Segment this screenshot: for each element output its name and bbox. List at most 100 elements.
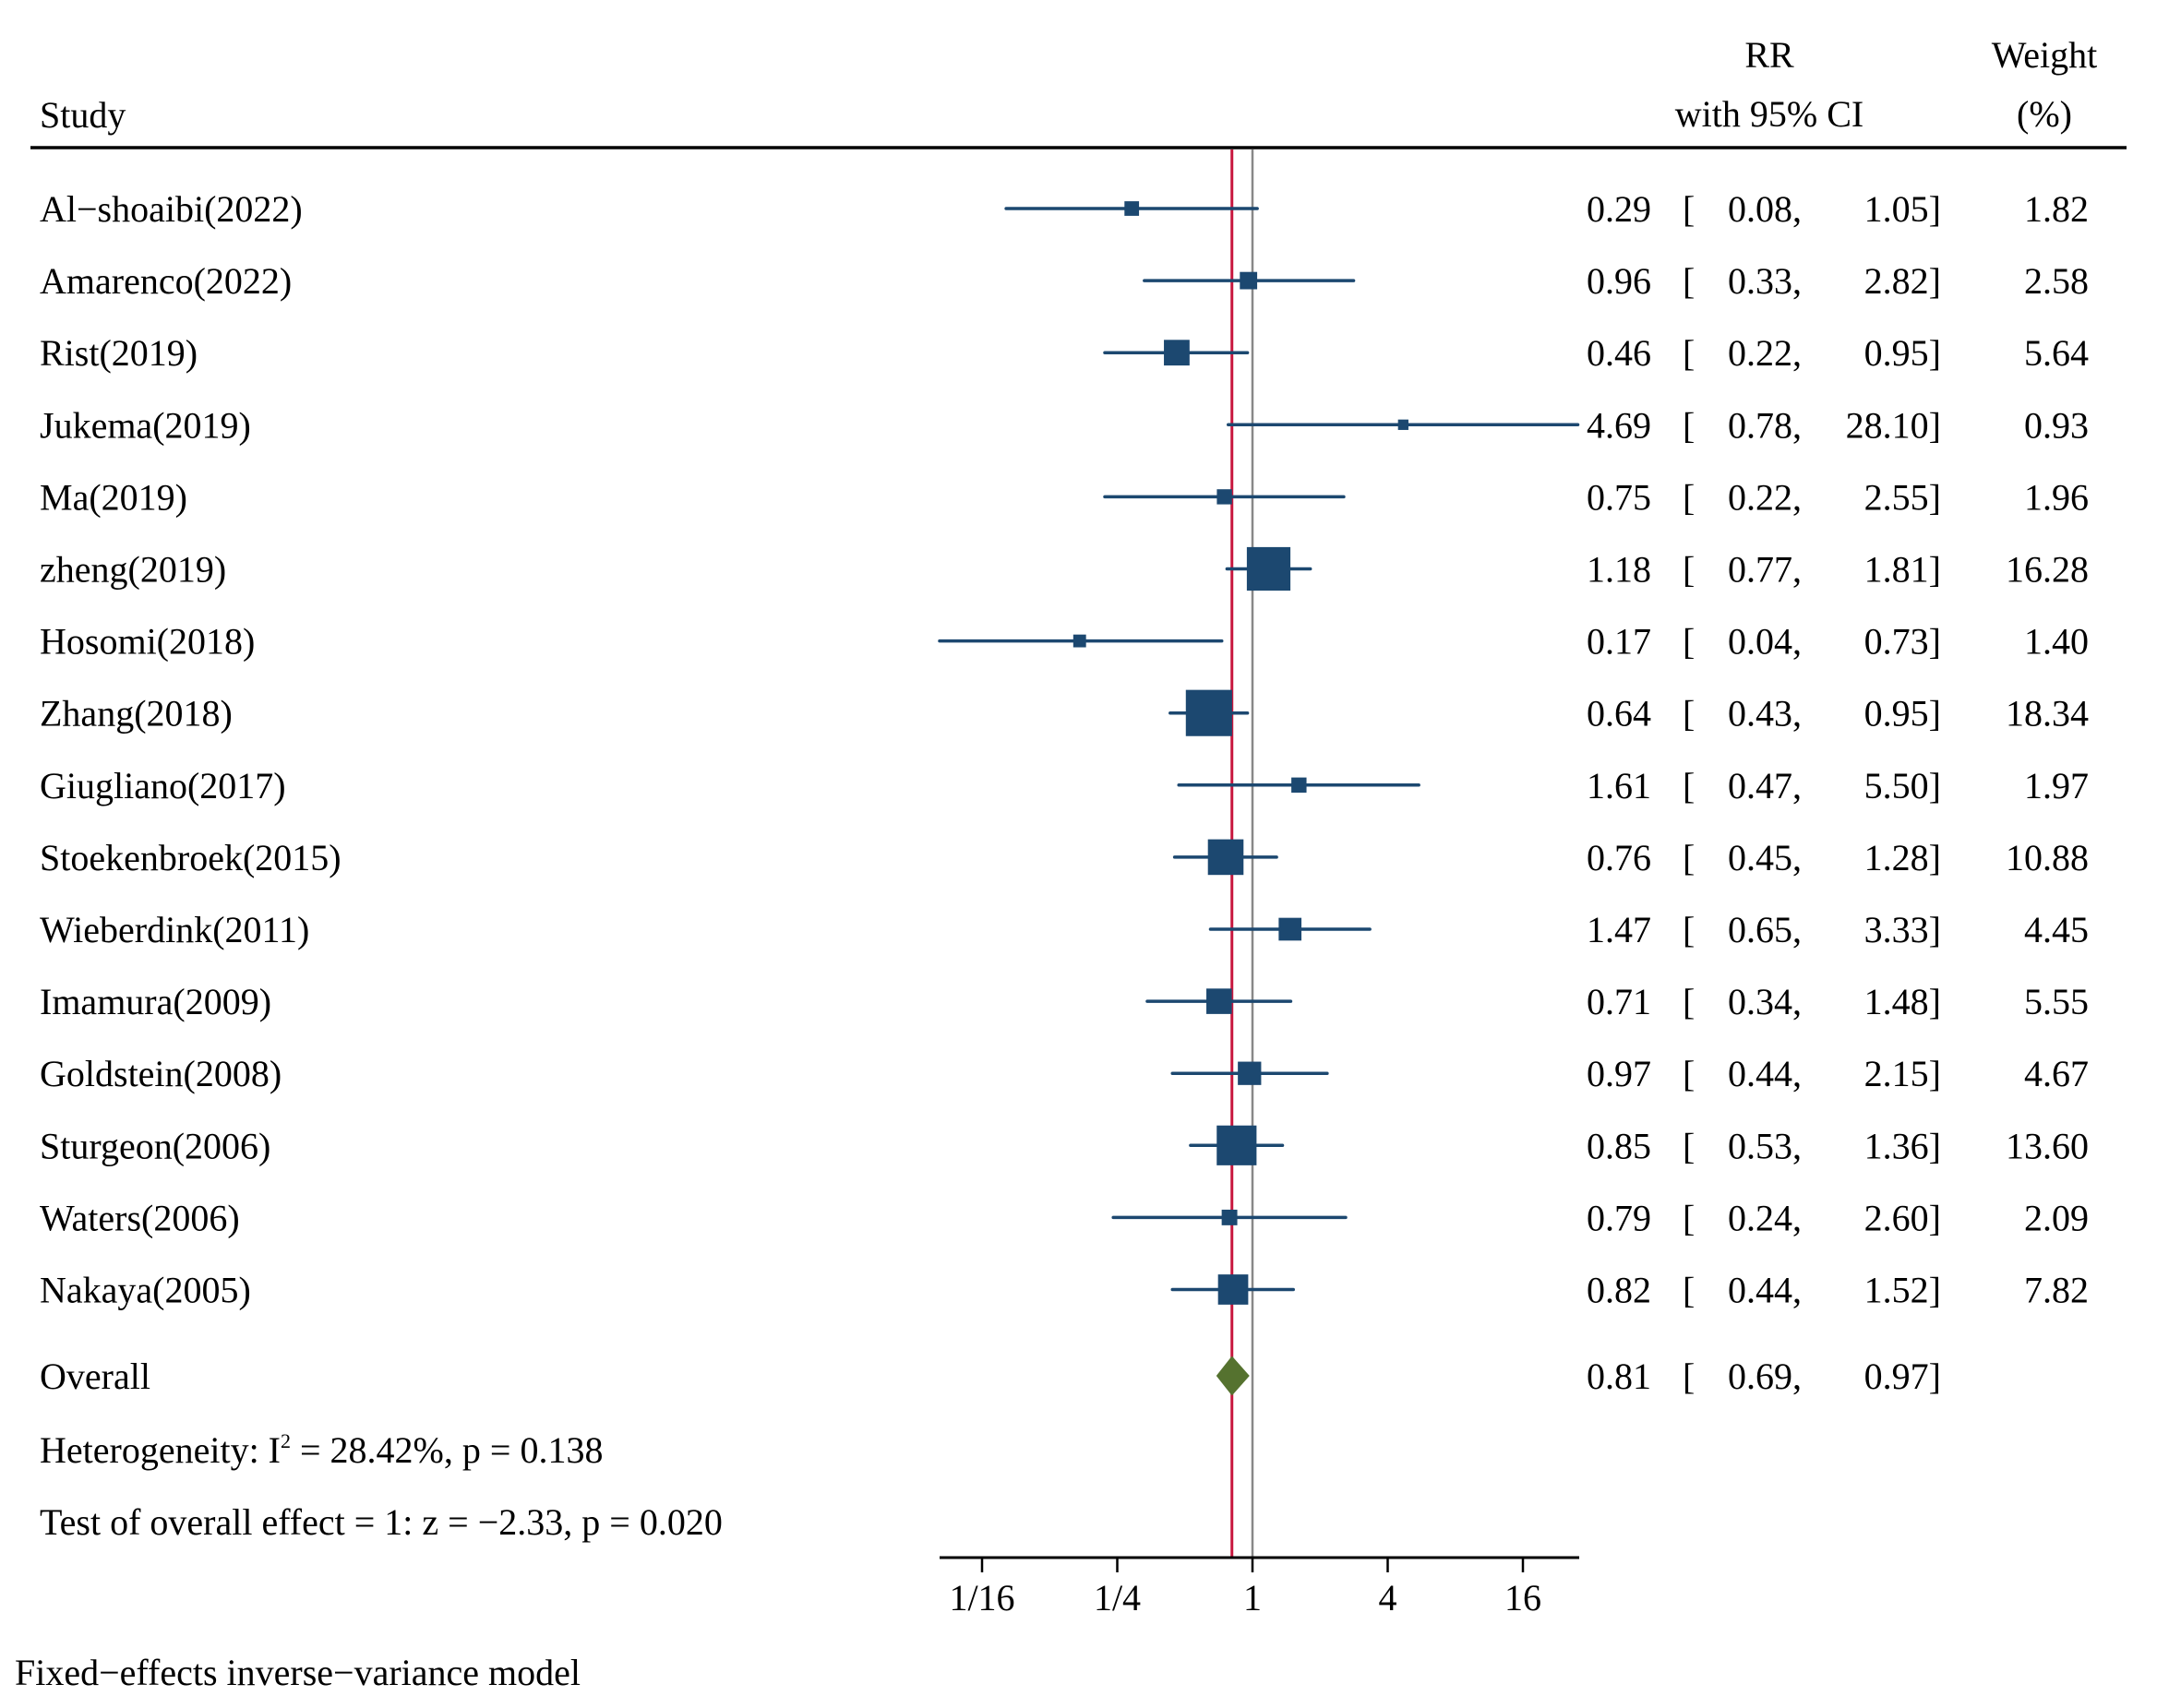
x-tick-label: 1 xyxy=(1243,1577,1262,1618)
ci-bracket: [ xyxy=(1683,1053,1695,1094)
ci-upper: 1.81] xyxy=(1864,549,1941,591)
study-name: Imamura(2009) xyxy=(40,981,271,1022)
ci-bracket: [ xyxy=(1683,549,1695,591)
study-row: Al−shoaibi(2022) 0.29 [0.08, 1.05] 1.82 xyxy=(40,188,2089,230)
ci-upper: 1.52] xyxy=(1864,1270,1941,1311)
study-name: Nakaya(2005) xyxy=(40,1270,251,1311)
header-weight-unit: (%) xyxy=(2017,93,2072,135)
ci-lower: 0.44, xyxy=(1728,1053,1802,1094)
study-row: Hosomi(2018) 0.17 [0.04, 0.73] 1.40 xyxy=(40,621,2089,663)
effect-marker xyxy=(1124,201,1140,216)
weight-value: 1.82 xyxy=(2024,188,2089,230)
weight-value: 4.45 xyxy=(2024,909,2089,950)
ci-bracket: [ xyxy=(1683,260,1695,302)
ci-lower: 0.44, xyxy=(1728,1270,1802,1311)
ci-bracket: [ xyxy=(1683,981,1695,1022)
effect-marker xyxy=(1397,419,1408,430)
ci-lower: 0.43, xyxy=(1728,693,1802,735)
weight-value: 4.67 xyxy=(2024,1053,2089,1094)
ci-lower: 0.47, xyxy=(1728,765,1802,806)
rr-value: 0.97 xyxy=(1587,1053,1651,1094)
rr-value: 0.85 xyxy=(1587,1125,1651,1166)
ci-lower: 0.34, xyxy=(1728,981,1802,1022)
rr-value: 0.79 xyxy=(1587,1197,1651,1238)
ci-bracket: [ xyxy=(1683,909,1695,950)
overall-label: Overall xyxy=(40,1356,150,1397)
weight-value: 0.93 xyxy=(2024,404,2089,446)
ci-lower: 0.33, xyxy=(1728,260,1802,302)
overall-lo: 0.69, xyxy=(1728,1356,1802,1397)
weight-value: 1.97 xyxy=(2024,765,2089,806)
overall-diamond xyxy=(1216,1356,1250,1396)
study-row: Ma(2019) 0.75 [0.22, 2.55] 1.96 xyxy=(40,476,2089,518)
weight-value: 1.96 xyxy=(2024,476,2089,518)
ci-bracket: [ xyxy=(1683,693,1695,735)
study-name: Hosomi(2018) xyxy=(40,621,255,663)
ci-upper: 1.48] xyxy=(1864,981,1941,1022)
study-row: Giugliano(2017) 1.61 [0.47, 5.50] 1.97 xyxy=(40,765,2089,806)
study-row: Waters(2006) 0.79 [0.24, 2.60] 2.09 xyxy=(40,1197,2089,1238)
ci-upper: 3.33] xyxy=(1864,909,1941,950)
ci-lower: 0.65, xyxy=(1728,909,1802,950)
weight-value: 5.64 xyxy=(2024,332,2089,374)
ci-upper: 0.95] xyxy=(1864,693,1941,735)
rr-value: 0.46 xyxy=(1587,332,1651,374)
x-tick-label: 16 xyxy=(1504,1577,1541,1618)
ci-upper: 28.10] xyxy=(1846,404,1941,446)
x-tick-label: 1/16 xyxy=(949,1577,1014,1618)
overall-test-text: Test of overall effect = 1: z = −2.33, p… xyxy=(40,1501,723,1543)
effect-marker xyxy=(1291,777,1307,794)
study-row: Imamura(2009) 0.71 [0.34, 1.48] 5.55 xyxy=(40,981,2089,1022)
ci-lower: 0.22, xyxy=(1728,476,1802,518)
heterogeneity-sup: 2 xyxy=(281,1429,291,1452)
ci-bracket: [ xyxy=(1683,476,1695,518)
overall-hi: 0.97] xyxy=(1864,1356,1941,1397)
ci-lower: 0.78, xyxy=(1728,404,1802,446)
study-row: Goldstein(2008) 0.97 [0.44, 2.15] 4.67 xyxy=(40,1053,2089,1094)
study-name: Jukema(2019) xyxy=(40,404,251,446)
rr-value: 0.29 xyxy=(1587,188,1651,230)
study-name: Goldstein(2008) xyxy=(40,1053,282,1094)
ci-bracket: [ xyxy=(1683,1125,1695,1166)
x-tick-label: 4 xyxy=(1379,1577,1397,1618)
overall-bracket: [ xyxy=(1683,1356,1695,1397)
rr-value: 0.96 xyxy=(1587,260,1651,302)
ci-upper: 0.73] xyxy=(1864,621,1941,663)
weight-value: 2.58 xyxy=(2024,260,2089,302)
ci-upper: 2.82] xyxy=(1864,260,1941,302)
effect-marker xyxy=(1278,917,1302,941)
study-row: Rist(2019) 0.46 [0.22, 0.95] 5.64 xyxy=(40,332,2089,374)
effect-marker xyxy=(1217,1274,1249,1305)
ci-bracket: [ xyxy=(1683,837,1695,878)
ci-lower: 0.53, xyxy=(1728,1125,1802,1166)
rr-value: 1.61 xyxy=(1587,765,1651,806)
overall-rr: 0.81 xyxy=(1587,1356,1651,1397)
rr-value: 0.75 xyxy=(1587,476,1651,518)
heterogeneity-suffix: = 28.42%, p = 0.138 xyxy=(291,1429,603,1471)
ci-bracket: [ xyxy=(1683,1197,1695,1238)
ci-upper: 2.55] xyxy=(1864,476,1941,518)
study-name: Amarenco(2022) xyxy=(40,260,292,302)
effect-marker xyxy=(1207,839,1244,876)
ci-lower: 0.22, xyxy=(1728,332,1802,374)
ci-upper: 5.50] xyxy=(1864,765,1941,806)
effect-marker xyxy=(1240,271,1258,290)
ci-bracket: [ xyxy=(1683,1270,1695,1311)
study-name: Zhang(2018) xyxy=(40,693,233,735)
ci-upper: 1.28] xyxy=(1864,837,1941,878)
ci-lower: 0.77, xyxy=(1728,549,1802,591)
study-name: Wieberdink(2011) xyxy=(40,909,309,950)
study-rows: Al−shoaibi(2022) 0.29 [0.08, 1.05] 1.82 Amare… xyxy=(40,188,2089,1311)
effect-marker xyxy=(1073,634,1086,648)
study-row: Stoekenbroek(2015) 0.76 [0.45, 1.28] 10.88 xyxy=(40,837,2089,878)
study-name: zheng(2019) xyxy=(40,549,226,591)
rr-value: 4.69 xyxy=(1587,404,1651,446)
weight-value: 18.34 xyxy=(2006,693,2089,735)
study-name: Rist(2019) xyxy=(40,332,198,374)
ci-lower: 0.24, xyxy=(1728,1197,1802,1238)
weight-value: 16.28 xyxy=(2006,549,2089,591)
ci-bracket: [ xyxy=(1683,621,1695,663)
ci-upper: 2.60] xyxy=(1864,1197,1941,1238)
ci-upper: 1.36] xyxy=(1864,1125,1941,1166)
header-study: Study xyxy=(40,94,126,136)
